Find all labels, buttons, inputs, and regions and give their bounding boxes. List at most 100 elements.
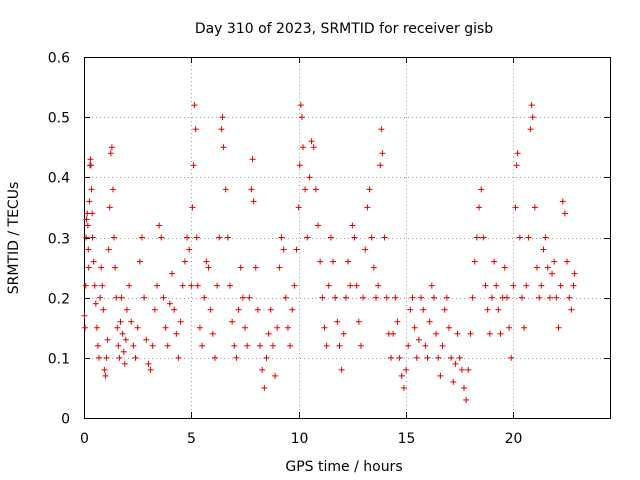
data-point [366,186,373,193]
data-point [156,222,163,229]
data-point [448,354,455,361]
data-point [82,324,89,331]
data-point [528,102,535,109]
data-point [456,354,463,361]
data-point [162,324,169,331]
data-point [538,282,545,289]
data-point [413,354,420,361]
data-point [278,234,285,241]
data-point [211,354,218,361]
data-point [246,294,253,301]
data-point [325,282,332,289]
data-point [527,126,534,133]
data-point [250,198,257,205]
data-point [249,156,256,163]
data-point [450,378,457,385]
data-point [81,312,88,319]
data-point [88,186,95,193]
data-point [138,234,145,241]
data-point [360,294,367,301]
data-point [467,330,474,337]
data-point [295,204,302,211]
data-point [189,204,196,211]
y-tick-label: 0.1 [48,352,70,368]
data-point [272,372,279,379]
data-point [235,306,242,313]
data-point [351,234,358,241]
data-point [521,324,528,331]
data-point [308,138,315,145]
data-point [160,294,167,301]
data-point [233,354,240,361]
data-point [428,282,435,289]
data-point [108,144,115,151]
data-point [368,234,375,241]
y-tick-label: 0 [61,412,70,428]
data-point [298,114,305,121]
x-axis-label: GPS time / hours [285,459,402,475]
data-point [259,366,266,373]
data-point [486,330,493,337]
data-point [551,258,558,265]
data-point [306,174,313,181]
data-point [96,354,103,361]
data-point [122,336,129,343]
data-point [92,300,99,307]
x-tick-label: 15 [398,431,416,447]
data-point [476,204,483,211]
data-point [252,264,259,271]
data-point [564,258,571,265]
data-point [549,270,556,277]
x-tick-label: 0 [80,431,89,447]
data-point [473,234,480,241]
data-point [207,306,214,313]
y-tick-label: 0.3 [48,232,70,248]
data-point [149,342,156,349]
data-point [529,114,536,121]
data-point [561,210,568,217]
data-point [430,294,437,301]
data-point [87,156,94,163]
data-point [90,258,97,265]
data-point [123,306,130,313]
data-point [435,354,442,361]
data-point [274,324,281,331]
data-point [409,294,416,301]
data-point [106,204,113,211]
data-point [501,264,508,271]
data-point [508,354,515,361]
data-point [179,282,186,289]
data-point [112,264,119,271]
data-point [267,306,274,313]
data-point [222,186,229,193]
data-point [370,264,377,271]
data-point [378,126,385,133]
data-point [323,342,330,349]
data-point [433,330,440,337]
chart-title: Day 310 of 2023, SRMTID for receiver gis… [195,21,493,37]
data-point [193,234,200,241]
data-point [153,282,160,289]
data-point [345,258,352,265]
data-point [304,234,311,241]
data-point [97,294,104,301]
data-point [461,384,468,391]
data-point [102,372,109,379]
data-point [437,372,444,379]
data-point [87,162,94,169]
data-point [510,282,517,289]
data-point [83,216,90,223]
data-point [518,294,525,301]
data-point [103,354,110,361]
data-point [357,342,364,349]
data-points [81,102,578,403]
data-point [422,342,429,349]
data-point [347,282,354,289]
data-point [201,294,208,301]
data-point [244,342,251,349]
data-point [116,354,123,361]
data-point [424,354,431,361]
x-tick-label: 20 [505,431,523,447]
data-point [192,126,199,133]
